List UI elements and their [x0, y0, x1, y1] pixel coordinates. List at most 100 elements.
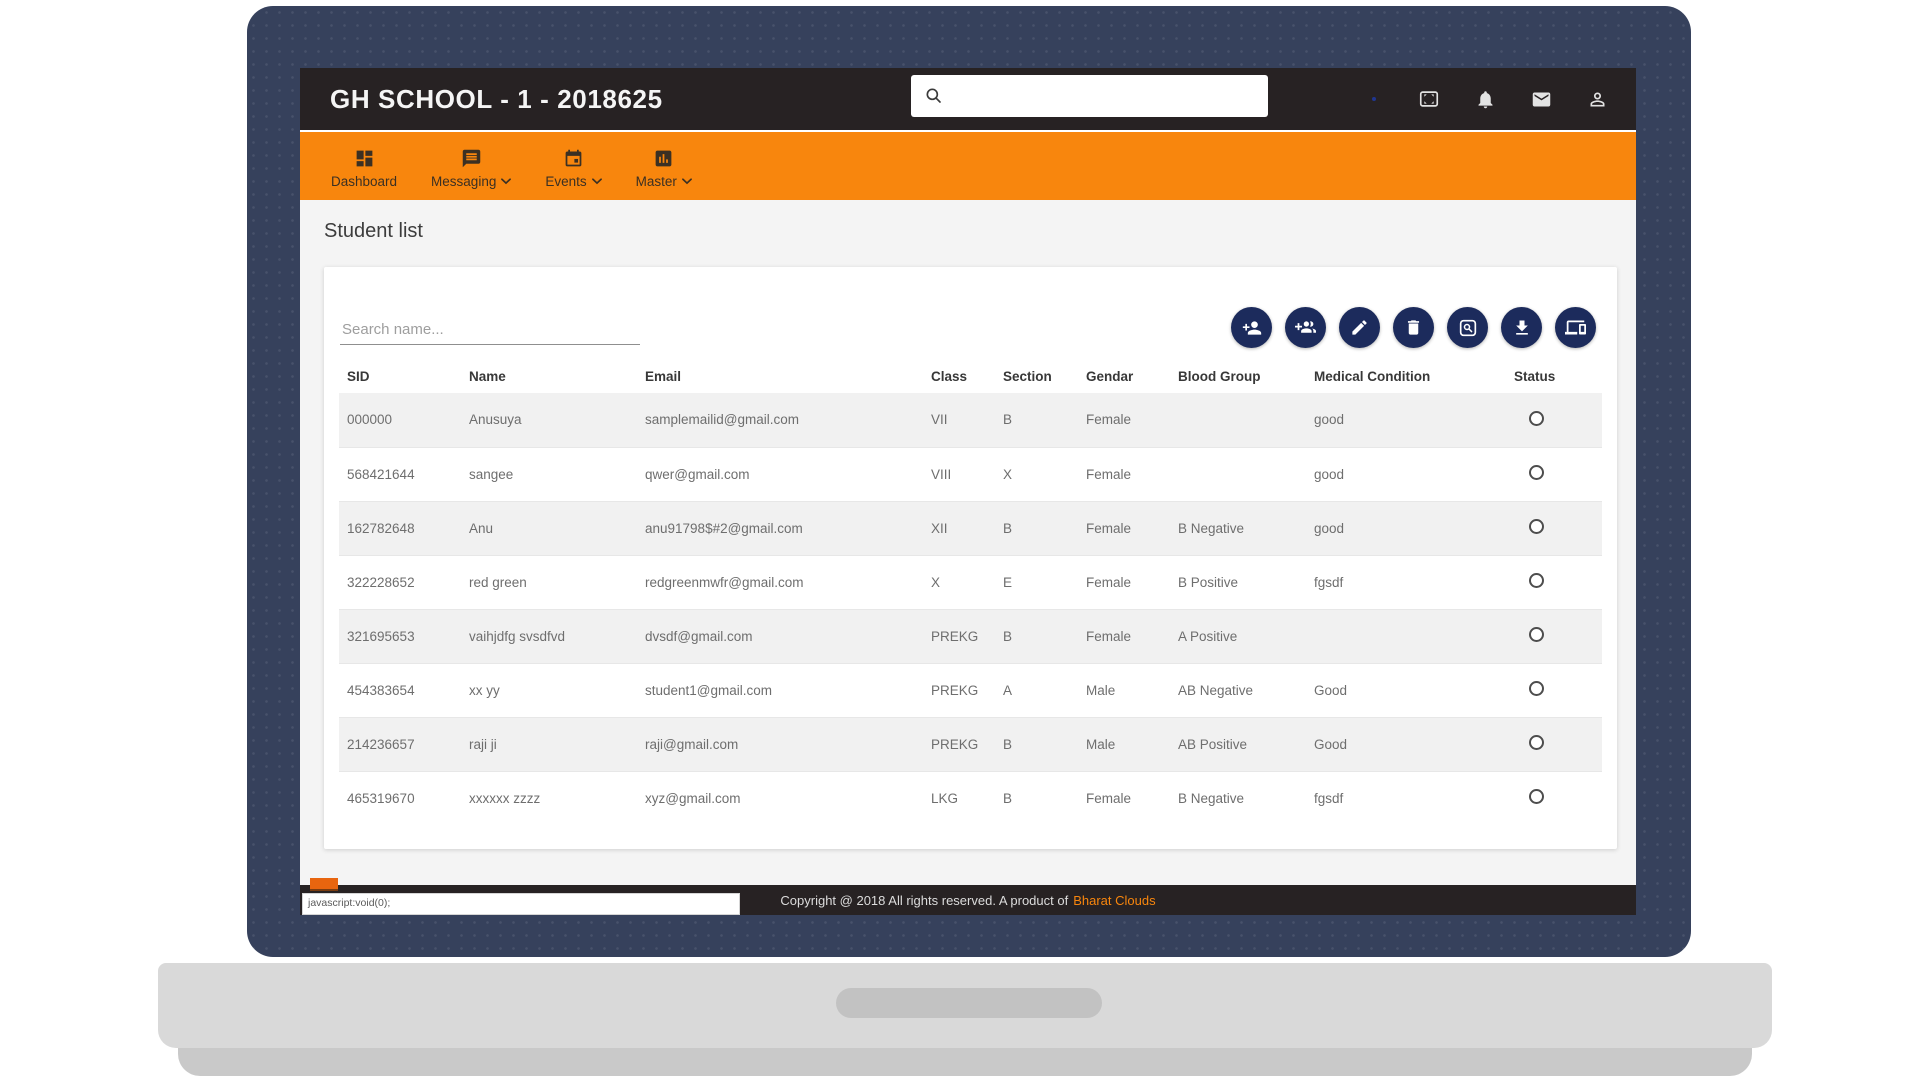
preview-button[interactable]	[1447, 307, 1488, 348]
trash-icon	[1404, 318, 1423, 337]
cell-blood-group: AB Positive	[1170, 717, 1306, 771]
column-header-name: Name	[469, 368, 506, 384]
cell-medical-condition: Good	[1314, 682, 1348, 698]
cell-gender: Female	[1086, 790, 1132, 806]
cell-medical-condition: good	[1306, 501, 1506, 555]
cell-sid: 465319670	[347, 790, 415, 806]
nav-label: Events	[545, 173, 587, 189]
cell-email: redgreenmwfr@gmail.com	[645, 574, 804, 590]
cell-email: student1@gmail.com	[645, 682, 773, 698]
cell-section: B	[1003, 790, 1013, 806]
cell-blood-group: AB Negative	[1178, 682, 1254, 698]
nav-item-messaging[interactable]: Messaging	[414, 132, 528, 200]
fullscreen-icon[interactable]	[1418, 88, 1440, 110]
student-row: 162782648 Anu anu91798$#2@gmail.com XII …	[339, 501, 1602, 555]
student-row: 568421644 sangee qwer@gmail.com VIII X F…	[339, 447, 1602, 501]
cell-sid: 000000	[339, 393, 461, 447]
laptop-base-bottom	[178, 1048, 1752, 1076]
cell-class: PREKG	[923, 609, 995, 663]
students-table: SID Name Email Class Section Gendar Bloo…	[339, 359, 1602, 825]
page-title: Student list	[324, 220, 423, 242]
cell-section: B	[995, 501, 1078, 555]
laptop-base-notch	[836, 988, 1102, 1018]
cell-status	[1506, 555, 1602, 609]
cell-name: vaihjdfg svsdfvd	[461, 609, 637, 663]
edit-button[interactable]	[1339, 307, 1380, 348]
nav-label: Dashboard	[331, 173, 398, 189]
header-search-input[interactable]	[952, 75, 1268, 117]
cell-status	[1506, 447, 1602, 501]
nav-item-events[interactable]: Events	[528, 132, 618, 200]
brand-link[interactable]: Bharat Clouds	[1073, 892, 1156, 908]
nav-item-master[interactable]: Master	[619, 132, 709, 200]
header-search-box[interactable]	[911, 75, 1268, 117]
cell-status	[1506, 771, 1602, 825]
mail-icon[interactable]	[1530, 88, 1552, 110]
action-buttons	[1231, 307, 1596, 348]
app-header: GH SCHOOL - 1 - 2018625	[300, 68, 1636, 130]
india-flag-icon[interactable]	[1363, 92, 1384, 107]
cell-medical-condition: Good	[1306, 717, 1506, 771]
cell-status	[1506, 393, 1602, 447]
student-search	[340, 315, 640, 345]
cell-class: LKG	[931, 790, 959, 806]
chevron-down-icon	[681, 177, 692, 185]
nav-label: Master	[635, 173, 677, 189]
cell-email: anu91798$#2@gmail.com	[637, 501, 923, 555]
status-radio[interactable]	[1529, 627, 1544, 642]
devices-icon	[1565, 317, 1586, 338]
pencil-icon	[1350, 318, 1369, 337]
cell-medical-condition: good	[1314, 466, 1345, 482]
status-radio[interactable]	[1529, 465, 1544, 480]
student-row: 465319670 xxxxxx zzzz xyz@gmail.com LKG …	[339, 771, 1602, 825]
download-icon	[1512, 318, 1532, 338]
cell-class: X	[931, 574, 941, 590]
cell-medical-condition: good	[1306, 393, 1506, 447]
cell-gender: Female	[1086, 466, 1132, 482]
cell-medical-condition: fgsdf	[1314, 574, 1344, 590]
cell-blood-group: A Positive	[1170, 609, 1306, 663]
notifications-icon[interactable]	[1474, 88, 1496, 110]
status-radio[interactable]	[1529, 681, 1544, 696]
cell-name: Anusuya	[461, 393, 637, 447]
cell-email: qwer@gmail.com	[645, 466, 750, 482]
cell-status	[1506, 609, 1602, 663]
cell-section: B	[995, 717, 1078, 771]
cell-gender: Female	[1078, 393, 1170, 447]
status-radio[interactable]	[1529, 573, 1544, 588]
student-row: 214236657 raji ji raji@gmail.com PREKG B…	[339, 717, 1602, 771]
account-icon[interactable]	[1586, 88, 1608, 110]
status-radio[interactable]	[1529, 519, 1544, 534]
delete-button[interactable]	[1393, 307, 1434, 348]
status-radio[interactable]	[1529, 410, 1544, 426]
add-group-button[interactable]	[1285, 307, 1326, 348]
devices-button[interactable]	[1555, 307, 1596, 348]
status-radio[interactable]	[1529, 789, 1544, 805]
nav-item-dashboard[interactable]: Dashboard	[314, 132, 414, 200]
cell-name: Anu	[461, 501, 637, 555]
cell-email: dvsdf@gmail.com	[637, 609, 923, 663]
cell-blood-group: B Positive	[1178, 574, 1239, 590]
cell-blood-group	[1170, 393, 1306, 447]
cell-blood-group: B Negative	[1178, 790, 1245, 806]
cell-sid: 568421644	[347, 466, 415, 482]
dashboard-icon	[354, 148, 375, 169]
app-screen: GH SCHOOL - 1 - 2018625	[300, 68, 1636, 915]
cell-name: sangee	[469, 466, 514, 482]
column-header-class: Class	[931, 368, 968, 384]
cell-email: samplemailid@gmail.com	[637, 393, 923, 447]
page-content: Student list	[300, 200, 1636, 885]
column-header-email: Email	[645, 368, 682, 384]
status-radio[interactable]	[1529, 735, 1544, 750]
cell-name: xxxxxx zzzz	[469, 790, 541, 806]
student-search-input[interactable]	[340, 315, 640, 345]
students-table-wrap: SID Name Email Class Section Gendar Bloo…	[339, 359, 1602, 825]
cell-section: A	[1003, 682, 1013, 698]
cell-blood-group: B Negative	[1170, 501, 1306, 555]
cell-gender: Female	[1078, 609, 1170, 663]
cell-blood-group	[1170, 447, 1306, 501]
column-header-blood-group: Blood Group	[1178, 368, 1261, 384]
add-student-button[interactable]	[1231, 307, 1272, 348]
cell-sid: 162782648	[339, 501, 461, 555]
download-button[interactable]	[1501, 307, 1542, 348]
